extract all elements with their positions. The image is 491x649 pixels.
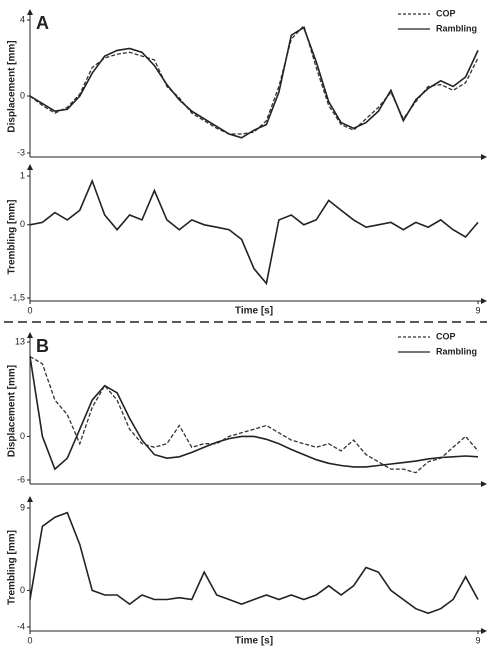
data-line xyxy=(29,356,479,471)
panel-label: B xyxy=(36,336,49,356)
legend-label: COP xyxy=(436,331,456,341)
legend-label: Rambling xyxy=(436,346,477,356)
x-tick-label: 0 xyxy=(27,635,32,645)
x-tick-label: 9 xyxy=(475,305,480,315)
data-line xyxy=(29,178,479,286)
y-tick-label: 0 xyxy=(20,585,25,595)
data-line xyxy=(29,24,479,135)
legend-label: Rambling xyxy=(436,23,477,33)
data-line xyxy=(29,355,479,474)
y-tick-label: 4 xyxy=(20,14,25,24)
data-line xyxy=(29,26,479,139)
data-line xyxy=(29,511,479,615)
y-tick-label: -3 xyxy=(17,147,25,157)
y-tick-label: 0 xyxy=(20,90,25,100)
x-tick-label: 0 xyxy=(27,305,32,315)
y-tick-label: 0 xyxy=(20,431,25,441)
y-tick-label: 0 xyxy=(20,219,25,229)
panel-label: A xyxy=(36,13,49,33)
y-tick-label: -1,5 xyxy=(9,292,25,302)
x-axis-label: Time [s] xyxy=(235,636,273,647)
x-axis-label: Time [s] xyxy=(235,306,273,317)
y-tick-label: -4 xyxy=(17,621,25,631)
x-tick-label: 9 xyxy=(475,635,480,645)
legend-label: COP xyxy=(436,8,456,18)
y-axis-label: Displacement [mm] xyxy=(7,365,18,457)
y-axis-label: Displacement [mm] xyxy=(7,40,18,132)
y-axis-label: Trembling [mm] xyxy=(7,199,18,274)
y-tick-label: 13 xyxy=(15,336,25,346)
y-axis-label: Trembling [mm] xyxy=(7,530,18,605)
y-tick-label: 9 xyxy=(20,502,25,512)
y-tick-label: -6 xyxy=(17,474,25,484)
y-tick-label: 1 xyxy=(20,170,25,180)
